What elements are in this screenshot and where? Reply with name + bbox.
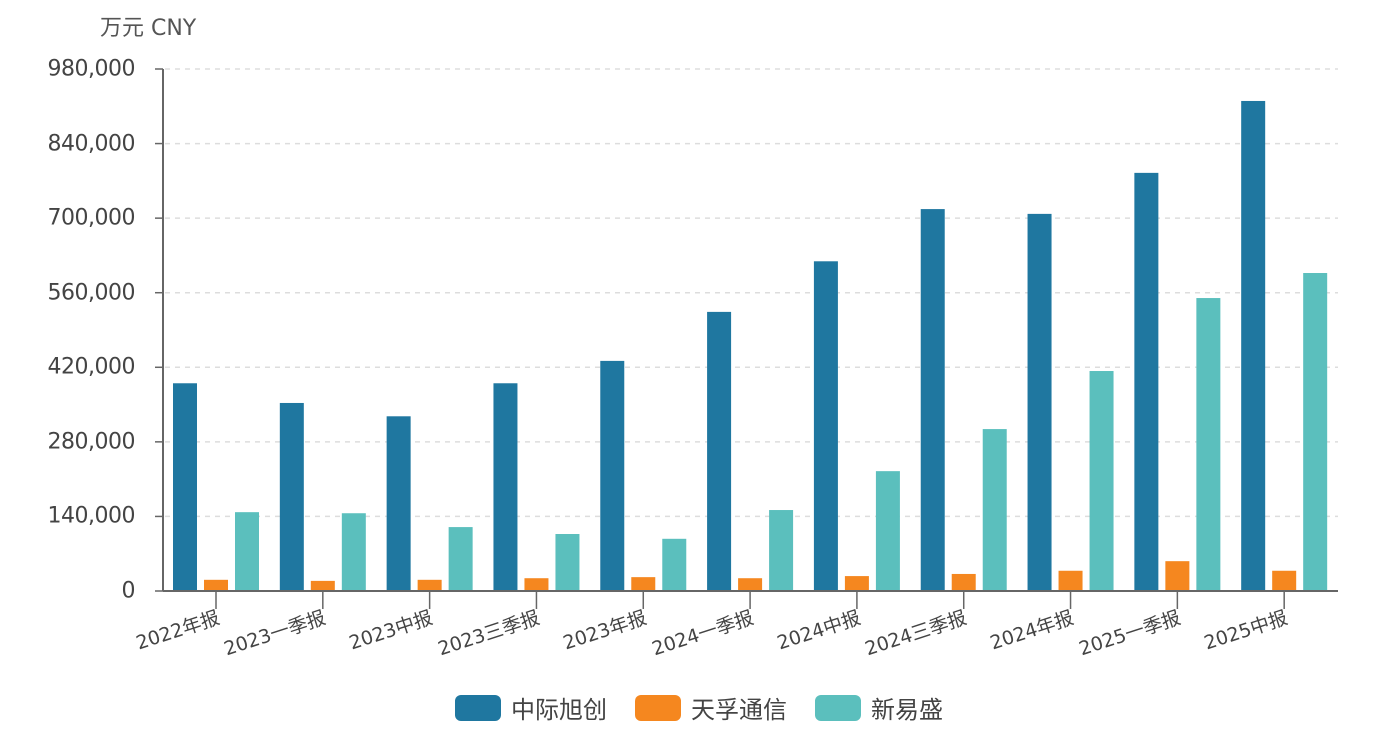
bar[interactable] — [1089, 371, 1114, 591]
legend-label: 天孚通信 — [691, 696, 787, 724]
bar[interactable] — [235, 512, 259, 591]
bar[interactable] — [769, 510, 794, 591]
bar[interactable] — [1165, 561, 1190, 591]
bar[interactable] — [1272, 570, 1297, 591]
bar[interactable] — [204, 579, 228, 591]
legend: 中际旭创 天孚通信 新易盛 — [0, 690, 1398, 725]
bar[interactable] — [1196, 298, 1221, 591]
bar[interactable] — [310, 580, 335, 591]
bar[interactable] — [631, 577, 656, 591]
bar[interactable] — [982, 429, 1007, 591]
bar[interactable] — [707, 311, 732, 591]
bar[interactable] — [875, 471, 900, 591]
bar[interactable] — [1027, 213, 1052, 591]
y-tick-label: 0 — [121, 578, 136, 604]
bar[interactable] — [1241, 100, 1266, 592]
legend-swatch-icon — [635, 694, 681, 721]
bar[interactable] — [555, 534, 580, 591]
bar[interactable] — [600, 360, 625, 591]
legend-item[interactable]: 新易盛 — [815, 690, 943, 725]
y-tick-label: 280,000 — [47, 429, 136, 455]
bar[interactable] — [386, 416, 411, 591]
legend-label: 中际旭创 — [511, 696, 607, 724]
bar[interactable] — [493, 383, 518, 591]
bar[interactable] — [448, 527, 473, 591]
legend-label: 新易盛 — [871, 696, 943, 724]
y-tick-label: 980,000 — [47, 56, 136, 82]
bar[interactable] — [524, 578, 549, 591]
y-axis-unit-label: 万元 CNY — [100, 16, 197, 41]
y-tick-label: 840,000 — [47, 131, 136, 157]
bar[interactable] — [417, 579, 442, 591]
y-tick-label: 420,000 — [47, 354, 136, 380]
y-tick-label: 140,000 — [47, 503, 136, 529]
y-tick-label: 560,000 — [47, 280, 136, 306]
bar[interactable] — [920, 209, 945, 591]
legend-swatch-icon — [455, 694, 501, 721]
bar[interactable] — [279, 402, 304, 591]
bar[interactable] — [1134, 172, 1159, 591]
legend-swatch-icon — [815, 694, 861, 721]
bar[interactable] — [173, 383, 197, 591]
bar[interactable] — [1058, 570, 1083, 591]
bar[interactable] — [1303, 273, 1328, 591]
bar[interactable] — [662, 538, 687, 591]
bar[interactable] — [341, 513, 366, 591]
bar[interactable] — [738, 578, 763, 591]
legend-item[interactable]: 中际旭创 — [455, 690, 607, 725]
y-tick-label: 700,000 — [47, 205, 136, 231]
legend-item[interactable]: 天孚通信 — [635, 690, 787, 725]
bar[interactable] — [951, 573, 976, 591]
bar[interactable] — [813, 261, 838, 591]
bar[interactable] — [844, 576, 869, 591]
